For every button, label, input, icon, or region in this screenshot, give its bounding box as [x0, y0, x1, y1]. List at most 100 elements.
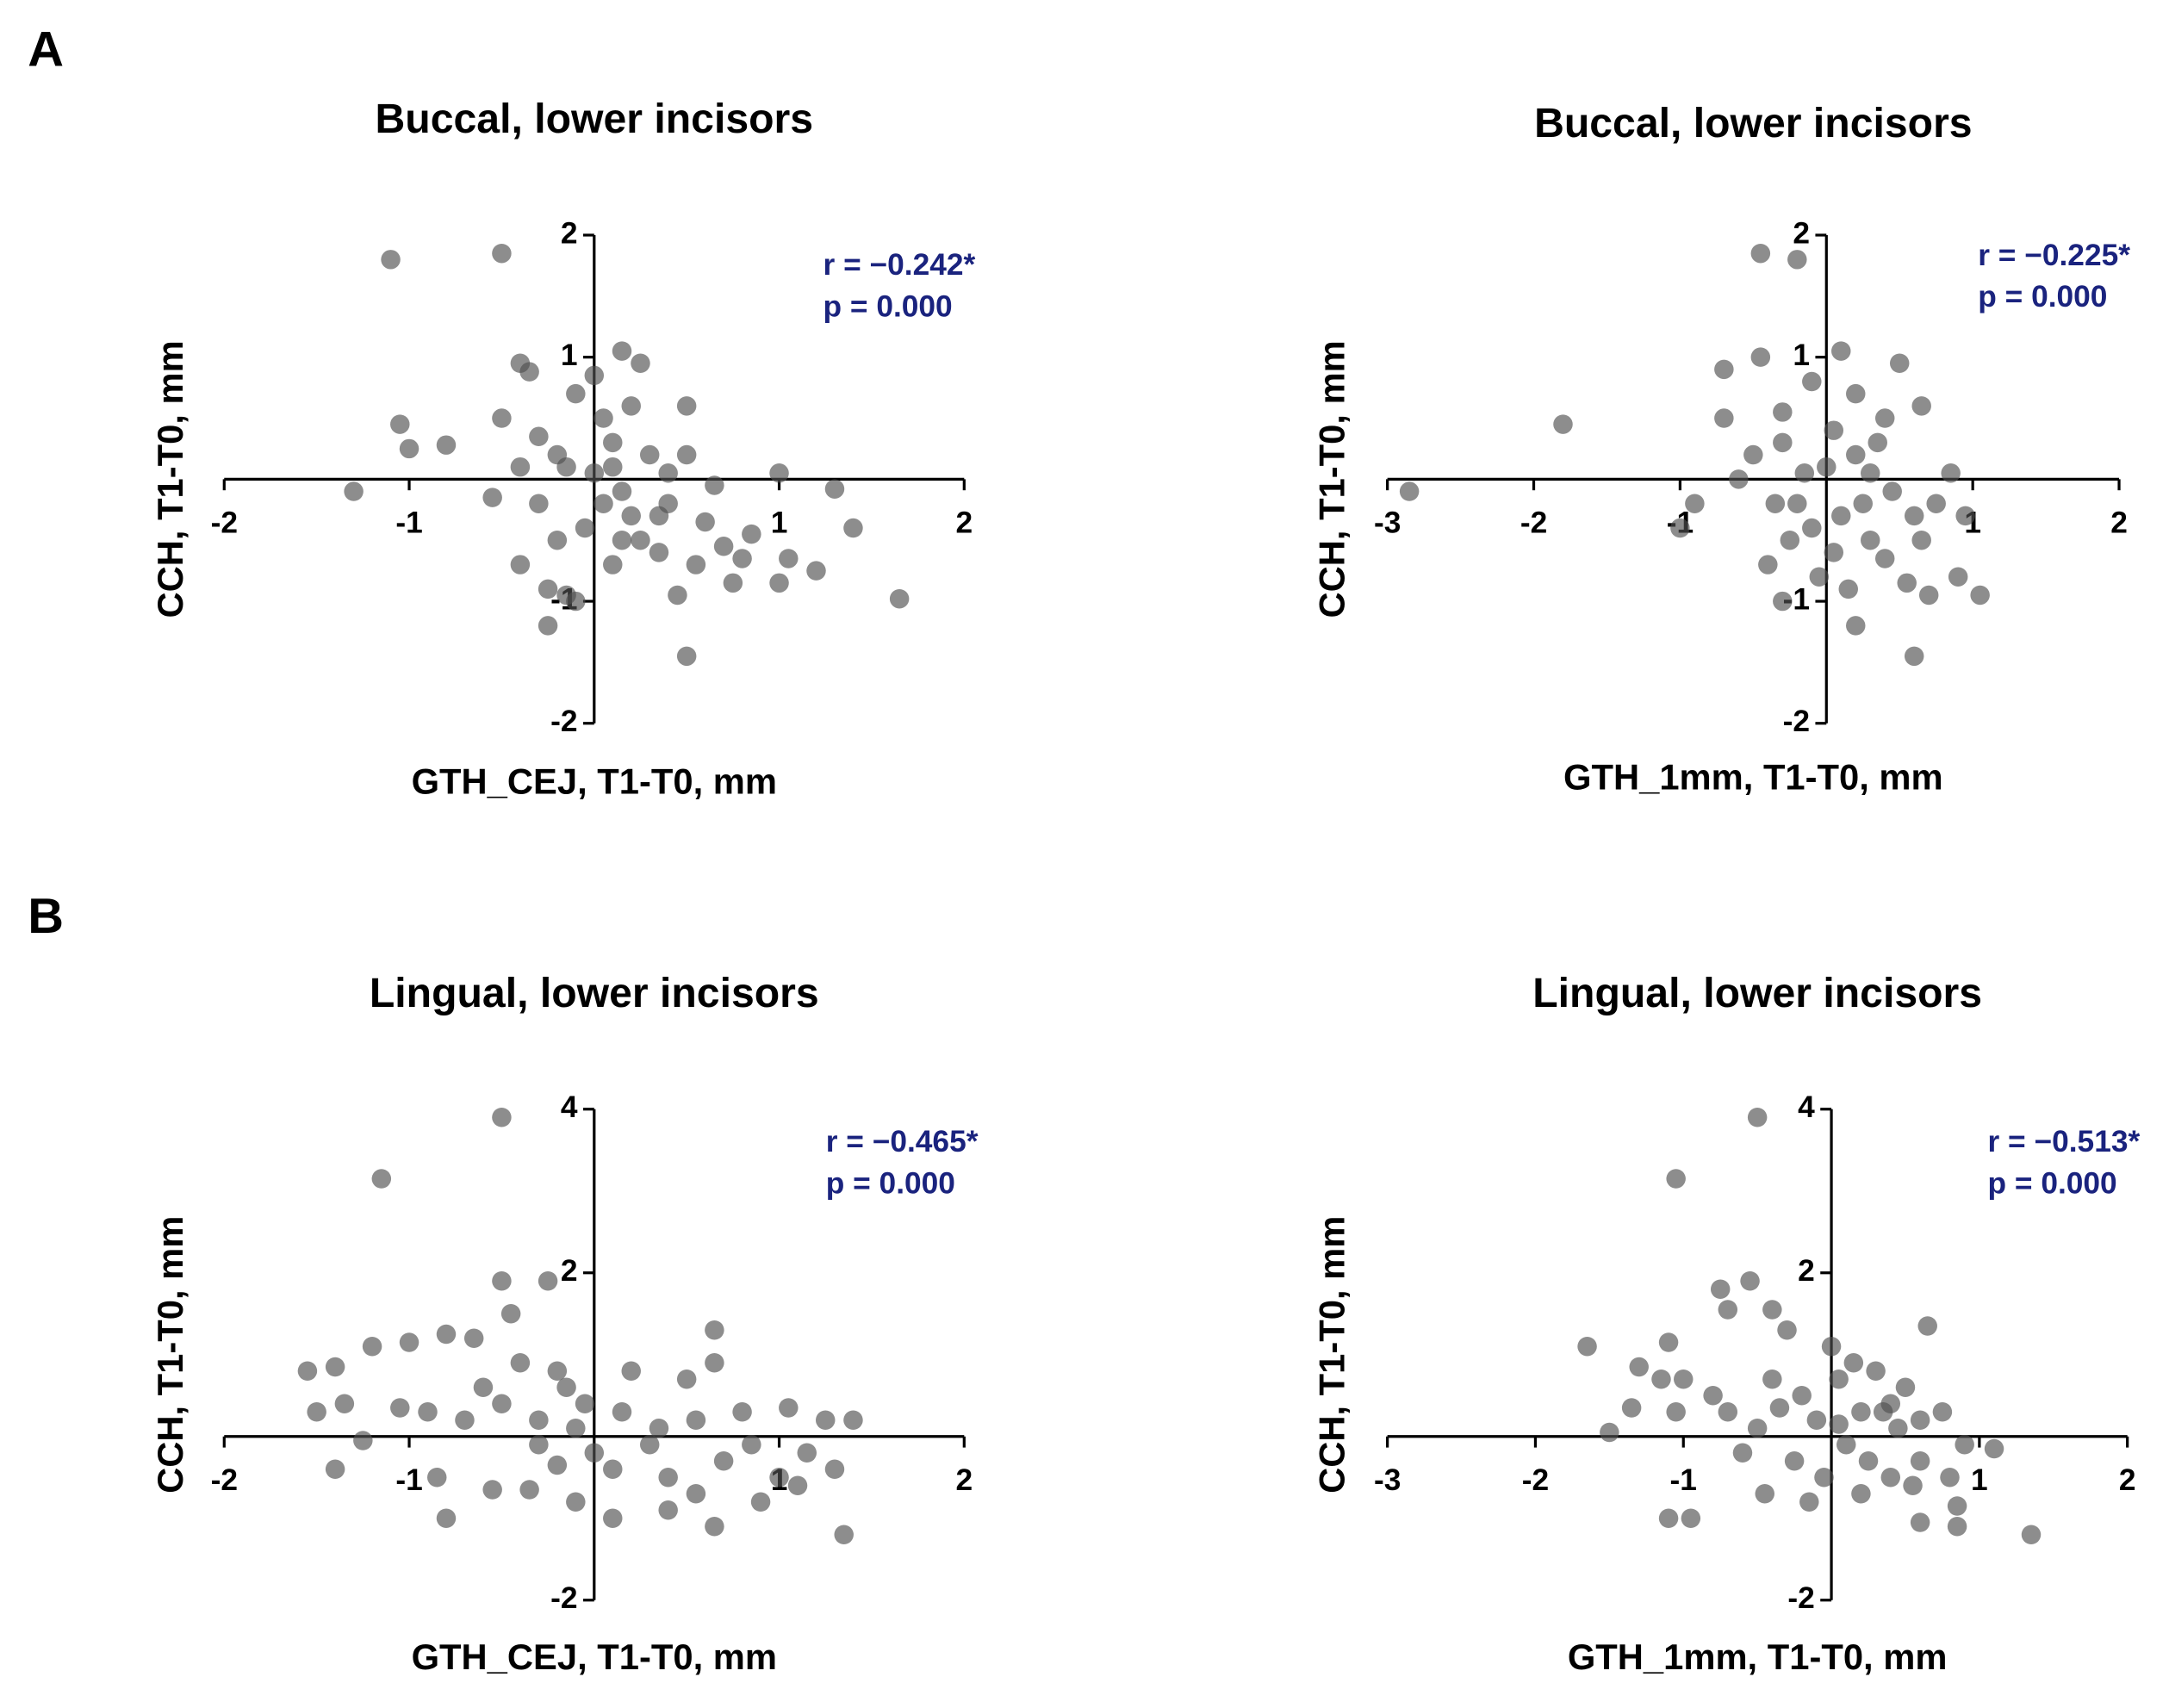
- point: [1802, 518, 1822, 538]
- point: [381, 250, 401, 270]
- point: [843, 1410, 863, 1430]
- point: [492, 1108, 512, 1127]
- point: [705, 475, 724, 495]
- point: [1399, 481, 1420, 501]
- point: [1755, 1484, 1774, 1504]
- x-tick-label: 2: [2119, 1463, 2136, 1497]
- point: [1674, 1370, 1694, 1389]
- y-axis-label: CCH, T1-T0, mm: [1312, 340, 1352, 618]
- point: [631, 353, 650, 373]
- point: [676, 444, 697, 465]
- point: [538, 1271, 558, 1291]
- point: [1895, 1377, 1916, 1397]
- point: [556, 585, 576, 606]
- point: [686, 1484, 706, 1504]
- point: [676, 1370, 697, 1389]
- y-tick-label: -2: [1783, 705, 1810, 738]
- x-axis-label: GTH_1mm, T1-T0, mm: [1568, 1637, 1948, 1677]
- point: [1600, 1422, 1619, 1443]
- point: [695, 512, 715, 532]
- point: [492, 243, 512, 264]
- annotation: r = −0.225*: [1978, 239, 2130, 272]
- point: [1917, 1316, 1937, 1336]
- point: [1802, 371, 1822, 392]
- point: [1769, 1398, 1790, 1418]
- point: [529, 426, 549, 447]
- point: [529, 1410, 549, 1430]
- point: [584, 365, 605, 386]
- point: [399, 1332, 420, 1352]
- point: [1846, 616, 1866, 636]
- point: [1866, 1361, 1886, 1381]
- point: [889, 588, 910, 609]
- point: [519, 362, 539, 382]
- y-tick-label: 1: [1793, 338, 1810, 372]
- point: [649, 543, 669, 562]
- point: [732, 1402, 752, 1422]
- point: [834, 1525, 854, 1544]
- x-tick-label: -3: [1374, 1463, 1401, 1497]
- annotation: r = −0.465*: [826, 1125, 979, 1158]
- point: [1947, 1517, 1967, 1537]
- point: [621, 1361, 641, 1381]
- point: [575, 518, 595, 538]
- point: [769, 1468, 789, 1488]
- point: [676, 646, 697, 667]
- point: [594, 408, 613, 428]
- point: [547, 1361, 568, 1381]
- y-tick-label: -2: [550, 705, 577, 738]
- point: [390, 414, 410, 434]
- point: [1577, 1337, 1597, 1357]
- point: [547, 530, 568, 550]
- point: [1747, 1419, 1768, 1438]
- point: [1861, 463, 1880, 483]
- point: [1718, 1300, 1738, 1320]
- annotation: r = −0.242*: [823, 248, 976, 282]
- point: [1651, 1370, 1671, 1389]
- point: [492, 408, 512, 428]
- point: [510, 1353, 531, 1373]
- point: [824, 479, 845, 499]
- point: [1918, 585, 1939, 606]
- point: [1824, 420, 1844, 440]
- point: [1714, 408, 1734, 428]
- point: [815, 1410, 836, 1430]
- point: [1910, 1410, 1930, 1430]
- point: [658, 1468, 678, 1488]
- point: [612, 1402, 632, 1422]
- point: [510, 457, 531, 477]
- annotation: p = 0.000: [826, 1166, 955, 1200]
- point: [1843, 1353, 1864, 1373]
- point: [612, 341, 632, 361]
- point: [1880, 1394, 1901, 1413]
- point: [1784, 1451, 1805, 1471]
- point: [1926, 494, 1946, 513]
- point: [1666, 1169, 1686, 1189]
- point: [1792, 1386, 1812, 1406]
- point: [1780, 530, 1800, 550]
- point: [473, 1377, 494, 1397]
- point: [686, 555, 706, 575]
- point: [594, 494, 613, 513]
- point: [482, 488, 502, 507]
- point: [713, 1451, 734, 1471]
- y-tick-label: -2: [550, 1581, 577, 1615]
- point: [806, 561, 826, 581]
- point: [1837, 1435, 1856, 1455]
- point: [1824, 543, 1844, 562]
- point: [705, 1320, 724, 1340]
- point: [547, 1455, 568, 1475]
- point: [1658, 1508, 1679, 1528]
- point: [1941, 463, 1961, 483]
- point: [1685, 494, 1705, 513]
- annotation: p = 0.000: [823, 289, 953, 323]
- point: [390, 1398, 410, 1418]
- point: [1911, 530, 1931, 550]
- point: [1758, 555, 1778, 575]
- point: [639, 1435, 660, 1455]
- point: [1831, 506, 1851, 526]
- point: [742, 524, 761, 544]
- y-tick-label: 4: [1798, 1090, 1815, 1124]
- point: [1777, 1320, 1797, 1340]
